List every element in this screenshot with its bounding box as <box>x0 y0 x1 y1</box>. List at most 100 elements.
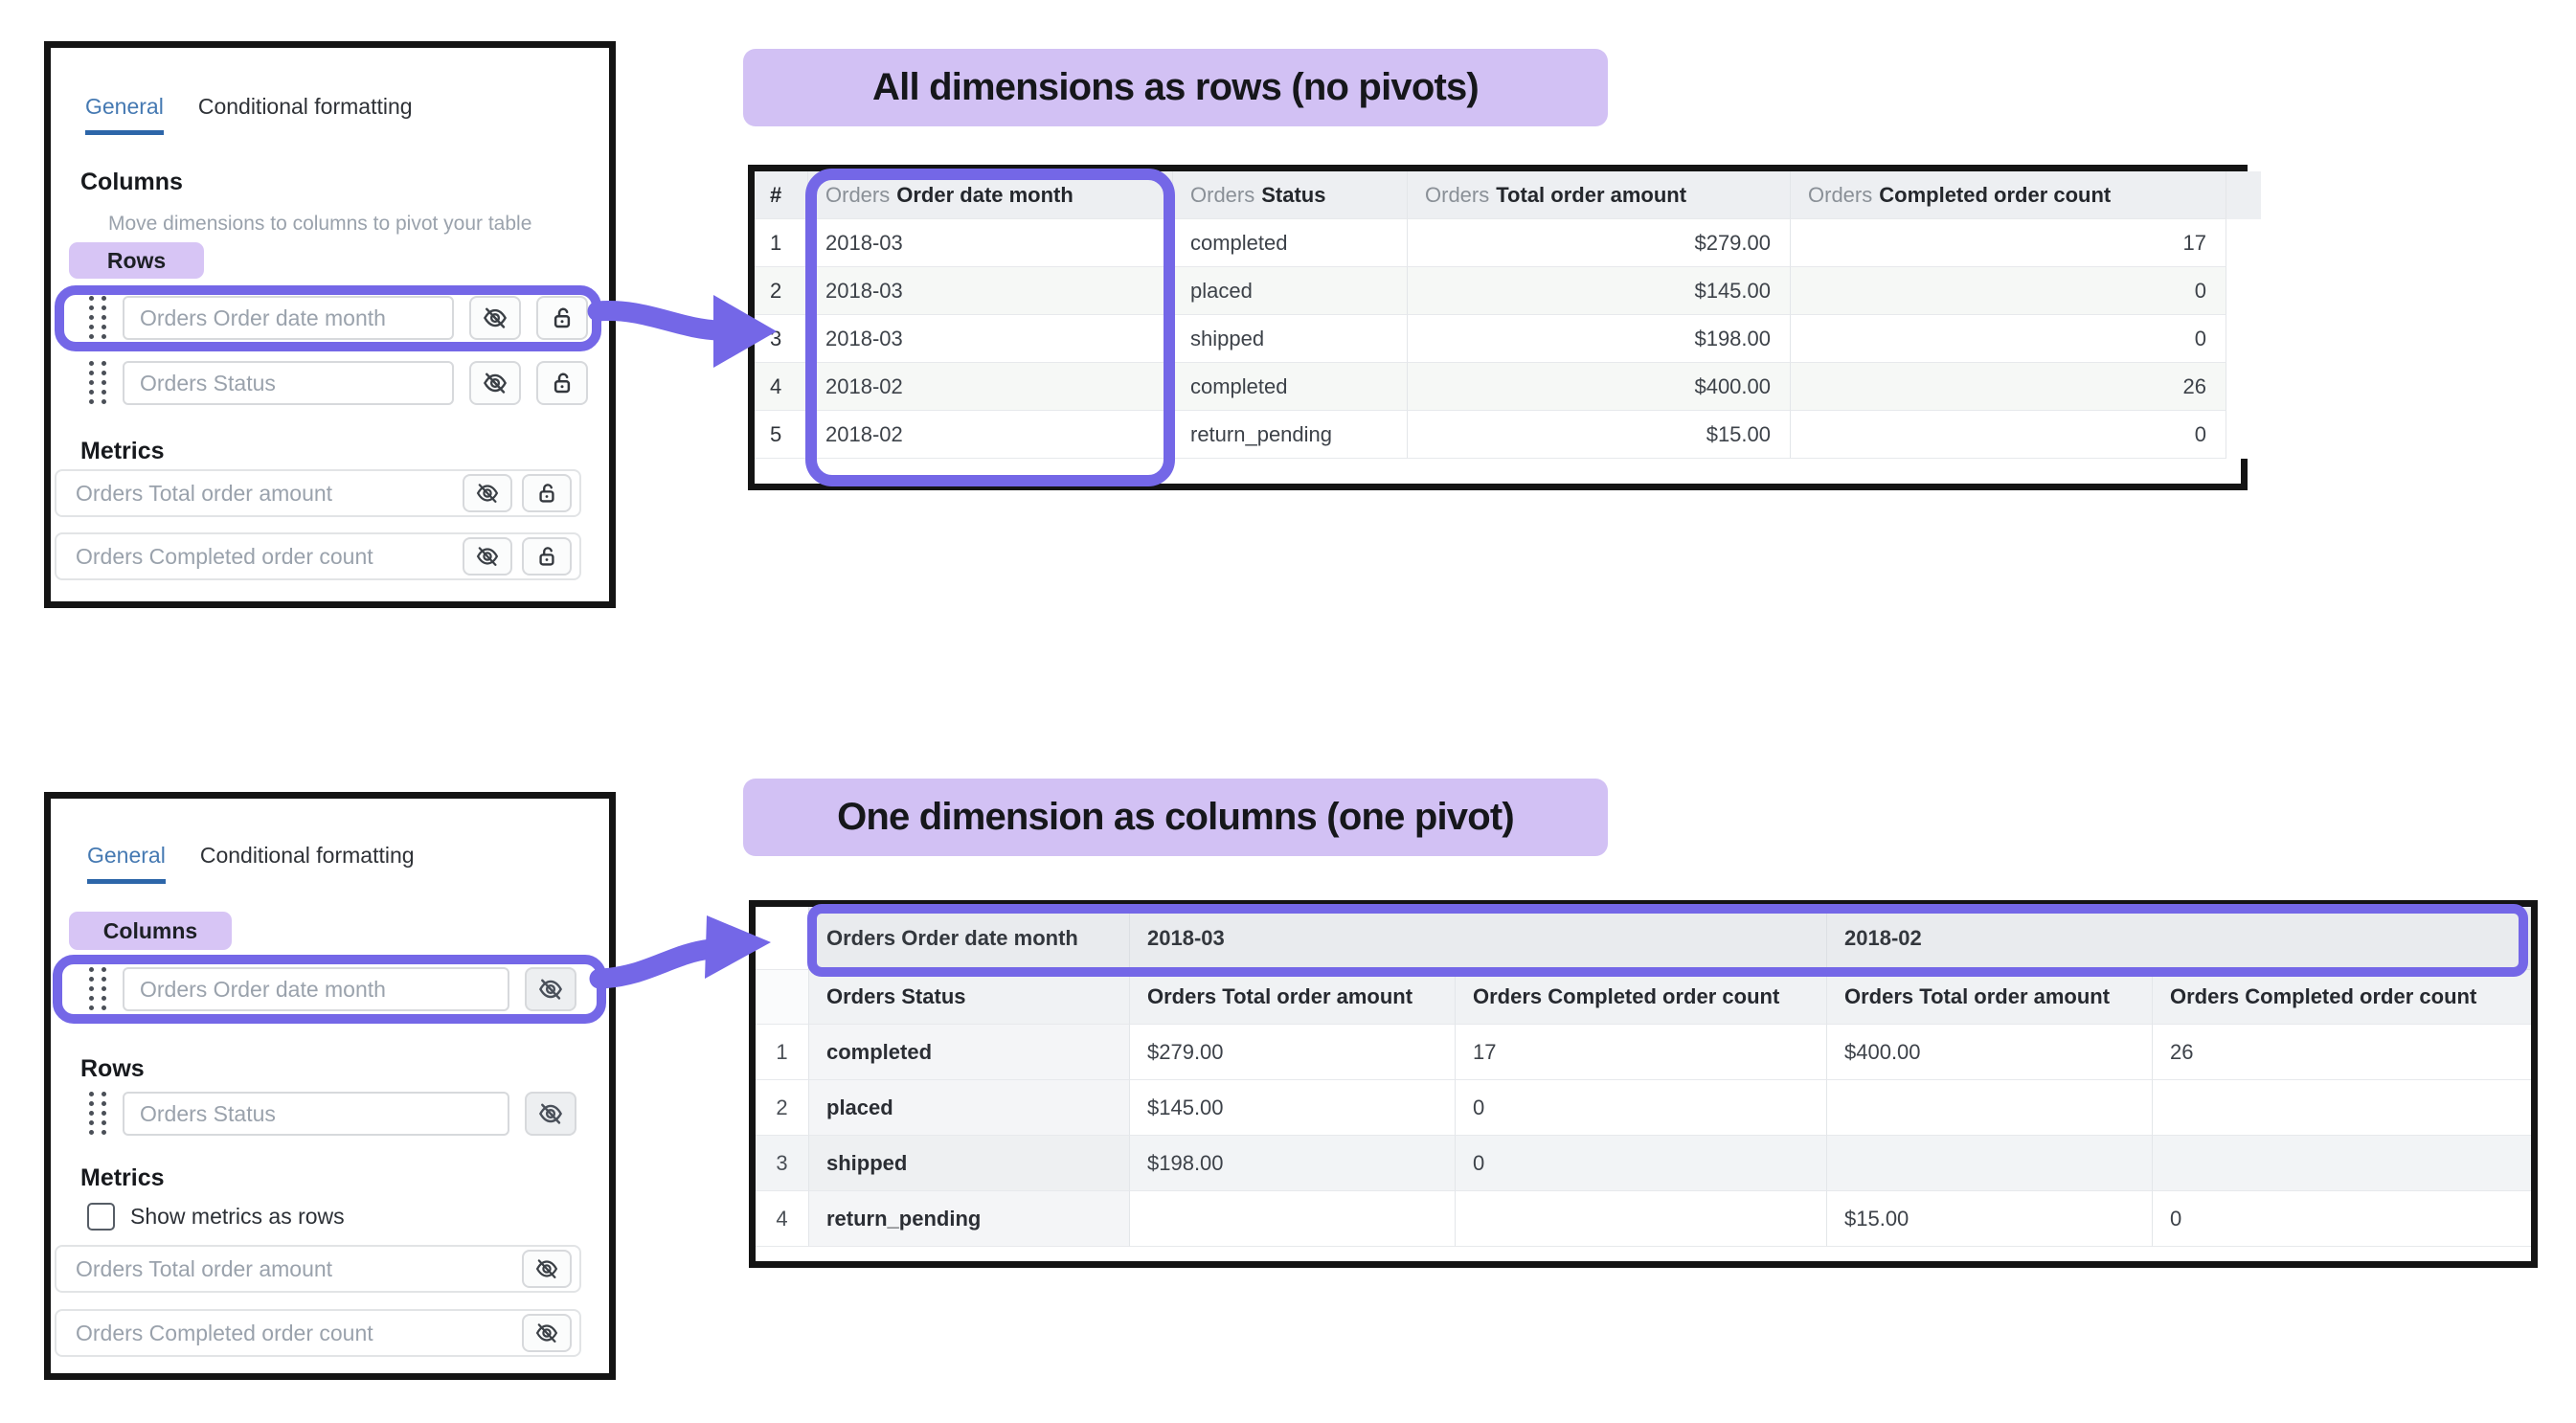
table-row: 2 2018-03 placed $145.00 0 <box>755 267 2261 315</box>
lock-metric-button[interactable] <box>522 474 572 512</box>
cell-count: 0 <box>1791 315 2226 363</box>
cell-date: 2018-03 <box>808 315 1173 363</box>
cell-amount: $15.00 <box>1827 1191 2153 1247</box>
cell-amount: $145.00 <box>1408 267 1791 315</box>
hide-field-button[interactable] <box>525 1092 576 1136</box>
lock-field-button[interactable] <box>536 361 588 405</box>
metric-label: Orders Completed order count <box>76 1320 373 1345</box>
cell-count <box>1456 1191 1827 1247</box>
drag-handle-icon[interactable] <box>89 361 107 405</box>
header-status[interactable]: Orders Status <box>809 970 1130 1025</box>
settings-tabs: General Conditional formatting <box>87 843 415 884</box>
table-row: 4 2018-02 completed $400.00 26 <box>755 363 2261 411</box>
table-row: 5 2018-02 return_pending $15.00 0 <box>755 411 2261 459</box>
cell-amount: $279.00 <box>1408 219 1791 267</box>
header-prefix: Orders <box>825 182 891 207</box>
highlight-rows-field <box>55 285 601 351</box>
cell-status: return_pending <box>809 1191 1130 1247</box>
metric-completed-order-count: Orders Completed order count <box>55 1309 581 1357</box>
show-metrics-as-rows-checkbox[interactable] <box>87 1203 115 1231</box>
cell-count <box>2153 1080 2531 1136</box>
show-metrics-as-rows-label: Show metrics as rows <box>130 1204 345 1229</box>
header-order-date-month[interactable]: Orders Order date month <box>808 171 1173 219</box>
rows-chip-annotation: Rows <box>69 242 204 279</box>
eye-off-icon <box>539 979 562 1000</box>
eye-off-icon <box>484 373 507 394</box>
header-row-number <box>756 970 809 1025</box>
metrics-heading: Metrics <box>80 438 165 464</box>
highlight-columns-field <box>53 955 606 1024</box>
cell-count <box>2153 1136 2531 1191</box>
metric-total-order-amount: Orders Total order amount <box>55 469 581 517</box>
cell-amount: $279.00 <box>1130 1025 1456 1080</box>
field-order-date-month[interactable] <box>123 296 454 340</box>
table-settings-panel-no-pivot: General Conditional formatting Columns M… <box>44 41 616 608</box>
header-total-order-amount[interactable]: Orders Total order amount <box>1827 970 2153 1025</box>
field-order-date-month[interactable] <box>123 967 509 1011</box>
gutter <box>2226 315 2261 363</box>
header-total-order-amount[interactable]: Orders Total order amount <box>1130 970 1456 1025</box>
metric-label: Orders Total order amount <box>76 480 333 506</box>
row-number: 3 <box>755 315 808 363</box>
cell-amount: $198.00 <box>1408 315 1791 363</box>
tab-conditional-formatting[interactable]: Conditional formatting <box>197 94 413 119</box>
hide-metric-button[interactable] <box>522 1314 572 1352</box>
gutter <box>2226 219 2261 267</box>
eye-off-icon <box>484 307 507 328</box>
header-completed-order-count[interactable]: Orders Completed order count <box>1791 171 2226 219</box>
cell-status: completed <box>1173 363 1408 411</box>
hide-field-button[interactable] <box>469 361 521 405</box>
row-number: 3 <box>756 1136 809 1191</box>
header-label: Completed order count <box>1879 182 2112 207</box>
header-completed-order-count[interactable]: Orders Completed order count <box>1456 970 1827 1025</box>
field-orders-status[interactable] <box>123 1092 509 1136</box>
hide-metric-button[interactable] <box>463 474 512 512</box>
header-status[interactable]: Orders Status <box>1173 171 1408 219</box>
cell-count: 0 <box>1456 1080 1827 1136</box>
cell-count: 0 <box>1791 411 2226 459</box>
banner-one-pivot: One dimension as columns (one pivot) <box>743 779 1608 856</box>
header-row-number <box>756 907 809 970</box>
tab-conditional-formatting[interactable]: Conditional formatting <box>199 843 415 868</box>
hide-field-button[interactable] <box>469 296 521 340</box>
lock-metric-button[interactable] <box>522 537 572 576</box>
row-number: 2 <box>756 1080 809 1136</box>
drag-handle-icon[interactable] <box>89 967 107 1011</box>
gutter <box>2226 411 2261 459</box>
cell-date: 2018-02 <box>808 411 1173 459</box>
pivot-value-2018-03[interactable]: 2018-03 <box>1130 907 1827 970</box>
cell-date: 2018-03 <box>808 267 1173 315</box>
table-header-row: # Orders Order date month Orders Status Or… <box>755 171 2261 219</box>
hide-field-button[interactable] <box>525 967 576 1011</box>
row-number: 4 <box>755 363 808 411</box>
cell-status: return_pending <box>1173 411 1408 459</box>
cell-amount: $400.00 <box>1408 363 1791 411</box>
banner-no-pivots: All dimensions as rows (no pivots) <box>743 49 1608 126</box>
tab-general[interactable]: General <box>87 843 166 884</box>
field-orders-status[interactable] <box>123 361 454 405</box>
lock-field-button[interactable] <box>536 296 588 340</box>
metric-total-order-amount: Orders Total order amount <box>55 1245 581 1293</box>
eye-off-icon <box>535 1259 558 1278</box>
cell-count: 0 <box>1456 1136 1827 1191</box>
header-completed-order-count[interactable]: Orders Completed order count <box>2153 970 2531 1025</box>
cell-count: 0 <box>1791 267 2226 315</box>
gutter <box>2226 171 2261 219</box>
cell-amount: $15.00 <box>1408 411 1791 459</box>
lock-open-icon <box>539 484 554 503</box>
settings-tabs: General Conditional formatting <box>85 94 413 135</box>
header-label: Total order amount <box>1496 182 1687 207</box>
table-row: 2 placed $145.00 0 <box>756 1080 2531 1136</box>
drag-handle-icon[interactable] <box>89 296 107 340</box>
cell-status: shipped <box>1173 315 1408 363</box>
hide-metric-button[interactable] <box>522 1250 572 1288</box>
cell-amount <box>1827 1080 2153 1136</box>
pivot-header-row: Orders Order date month 2018-03 2018-02 <box>756 907 2531 970</box>
header-total-order-amount[interactable]: Orders Total order amount <box>1408 171 1791 219</box>
pivot-value-2018-02[interactable]: 2018-02 <box>1827 907 2531 970</box>
eye-off-icon <box>476 547 499 566</box>
hide-metric-button[interactable] <box>463 537 512 576</box>
pivot-results-table: Orders Order date month 2018-03 2018-02 … <box>749 900 2538 1268</box>
drag-handle-icon[interactable] <box>89 1092 107 1136</box>
tab-general[interactable]: General <box>85 94 164 135</box>
